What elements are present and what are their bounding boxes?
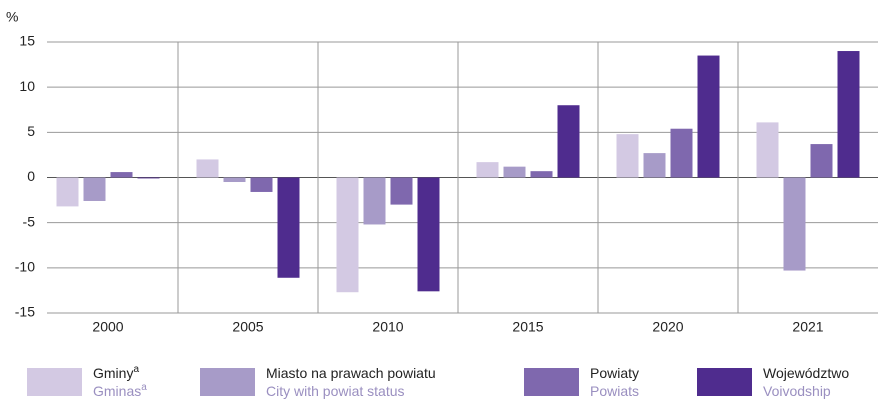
bar bbox=[196, 159, 219, 178]
x-tick-label: 2015 bbox=[512, 319, 543, 335]
bar bbox=[530, 171, 553, 178]
bar bbox=[417, 177, 440, 292]
bar bbox=[837, 51, 860, 178]
y-tick-label: 10 bbox=[19, 78, 35, 94]
legend-label-en: Powiats bbox=[590, 383, 639, 399]
y-tick-label: -15 bbox=[15, 304, 35, 320]
y-axis-label: % bbox=[6, 9, 18, 25]
legend-label: Miasto na prawach powiatu bbox=[266, 365, 436, 381]
x-tick-label: 2000 bbox=[92, 319, 123, 335]
legend-swatch bbox=[27, 368, 82, 396]
legend-name: Gminy bbox=[93, 365, 133, 381]
y-tick-label: 5 bbox=[27, 123, 35, 139]
bar bbox=[697, 55, 720, 178]
bar bbox=[670, 128, 693, 178]
x-tick-label: 2005 bbox=[232, 319, 263, 335]
legend-footnote: a bbox=[141, 382, 147, 393]
legend-label-en: City with powiat status bbox=[266, 383, 405, 399]
x-tick-label: 2010 bbox=[372, 319, 403, 335]
legend-name-en: Gminas bbox=[93, 383, 141, 399]
x-tick-label: 2020 bbox=[652, 319, 683, 335]
y-tick-label: 0 bbox=[27, 168, 35, 184]
legend-swatch bbox=[524, 368, 579, 396]
legend-label-en: Voivodship bbox=[763, 383, 831, 399]
bar bbox=[56, 177, 79, 207]
y-tick-label: -5 bbox=[23, 213, 36, 229]
bar bbox=[137, 177, 160, 179]
bar bbox=[476, 162, 499, 178]
legend-label: Gminya bbox=[93, 364, 139, 381]
bar bbox=[223, 177, 246, 183]
legend-name-en: City with powiat status bbox=[266, 383, 405, 399]
bar bbox=[336, 177, 359, 293]
legend-name: Powiaty bbox=[590, 365, 639, 381]
legend-label-en: Gminasa bbox=[93, 382, 147, 399]
bar bbox=[110, 172, 133, 178]
bar bbox=[810, 144, 833, 178]
x-tick-label: 2021 bbox=[792, 319, 823, 335]
bar bbox=[783, 177, 806, 271]
legend-name-en: Voivodship bbox=[763, 383, 831, 399]
y-tick-label: 15 bbox=[19, 33, 35, 49]
y-tick-label: -10 bbox=[15, 259, 35, 275]
bar bbox=[390, 177, 413, 205]
legend-swatch bbox=[697, 368, 752, 396]
bar bbox=[643, 153, 666, 178]
bar bbox=[363, 177, 386, 225]
legend-name: Miasto na prawach powiatu bbox=[266, 365, 436, 381]
bar bbox=[250, 177, 273, 192]
bar bbox=[83, 177, 106, 201]
bar bbox=[277, 177, 300, 278]
legend-name-en: Powiats bbox=[590, 383, 639, 399]
legend-label: Powiaty bbox=[590, 365, 639, 381]
bar bbox=[756, 122, 779, 178]
bar bbox=[557, 105, 580, 178]
bar bbox=[503, 166, 526, 178]
legend-footnote: a bbox=[133, 364, 139, 375]
legend-name: Województwo bbox=[763, 365, 849, 381]
legend-label: Województwo bbox=[763, 365, 849, 381]
bar bbox=[616, 134, 639, 178]
legend-swatch bbox=[200, 368, 255, 396]
